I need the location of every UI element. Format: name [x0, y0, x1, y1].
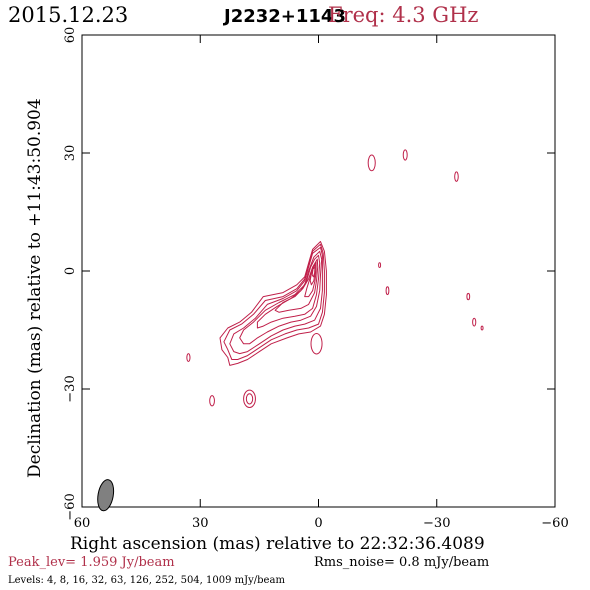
- contour-blob: [385, 286, 390, 296]
- contour-blob: [186, 353, 191, 362]
- contour-line: [219, 241, 327, 366]
- contour-blob: [245, 393, 254, 405]
- x-tick-label: 0: [314, 516, 322, 531]
- x-tick-labels: 60 30 0 −30 −60: [74, 516, 569, 531]
- contour-blob: [378, 262, 382, 268]
- contour-line: [239, 250, 323, 345]
- x-tick-label: 60: [74, 516, 91, 531]
- contour-blob: [243, 389, 256, 408]
- contour-line: [311, 266, 316, 278]
- contour-layer: [186, 149, 484, 408]
- axis-ticks: [81, 34, 556, 508]
- contour-line: [309, 264, 316, 286]
- y-tick-label: 0: [63, 267, 78, 275]
- contour-blob: [402, 149, 408, 161]
- contour-blob: [466, 292, 471, 301]
- peak-level: Peak_lev= 1.959 Jy/beam: [8, 555, 175, 570]
- y-tick-label: −30: [63, 375, 78, 402]
- x-tick-label: 30: [192, 516, 209, 531]
- x-axis-label: Right ascension (mas) relative to 22:32:…: [70, 534, 485, 554]
- contour-blob: [367, 154, 376, 172]
- contour-blob: [480, 325, 484, 331]
- frequency-label: Freq: 4.3 GHz: [328, 3, 478, 27]
- y-tick-label: 60: [63, 27, 78, 44]
- y-axis-label: Declination (mas) relative to +11:43:50.…: [25, 98, 45, 478]
- plot-frame: [81, 34, 556, 508]
- y-tick-label: −60: [63, 493, 78, 520]
- observation-date: 2015.12.23: [8, 3, 128, 27]
- contour-line: [229, 246, 323, 355]
- contour-levels: Levels: 4, 8, 16, 32, 63, 126, 252, 504,…: [8, 575, 285, 586]
- contour-blob: [209, 395, 215, 407]
- beam-ellipse: [97, 479, 115, 512]
- contour-blob: [310, 333, 323, 355]
- y-tick-labels: −60 −30 0 30 60: [63, 27, 78, 521]
- rms-noise: Rms_noise= 0.8 mJy/beam: [314, 555, 489, 570]
- y-tick-label: 30: [63, 145, 78, 162]
- beam-ellipse-layer: [97, 479, 115, 512]
- x-tick-label: −30: [423, 516, 450, 531]
- contour-blob: [472, 317, 477, 327]
- contour-line: [223, 243, 325, 360]
- source-name: J2232+1143: [222, 6, 346, 27]
- contour-line: [274, 258, 319, 313]
- contour-blob: [454, 171, 459, 182]
- contour-line: [256, 254, 321, 329]
- x-tick-label: −60: [541, 516, 568, 531]
